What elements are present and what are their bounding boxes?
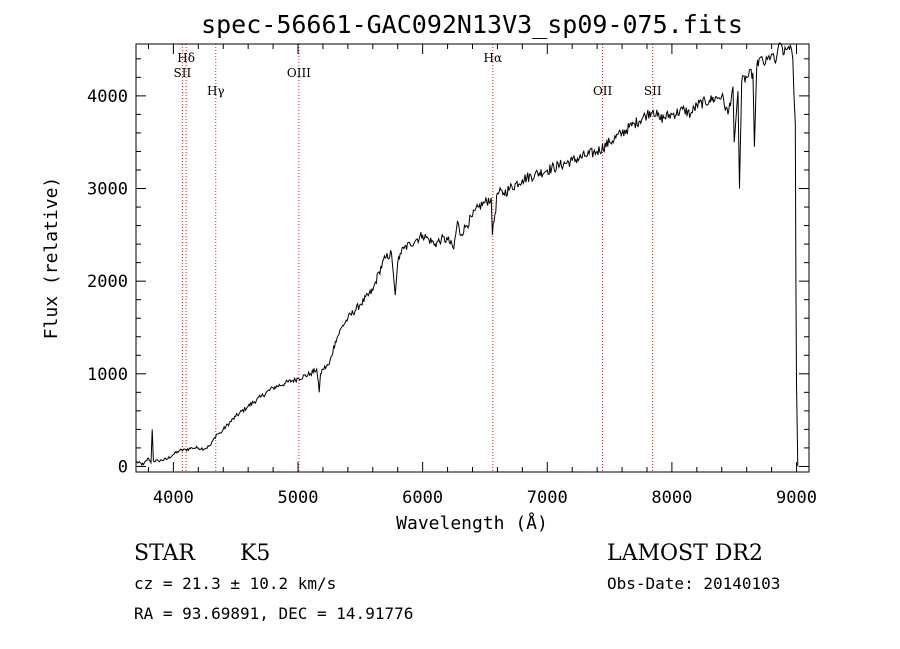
spectrum-line	[135, 42, 799, 467]
plot-frame	[135, 43, 810, 473]
y-axis: 0 1000 2000 3000 4000	[87, 58, 809, 477]
object-class: STAR	[134, 541, 196, 566]
x-axis-label: Wavelength (Å)	[396, 512, 548, 534]
x-tick-label: 9000	[776, 488, 817, 508]
line-marker-label: Hγ	[207, 84, 225, 98]
line-marker-label: Hα	[484, 51, 503, 65]
emission-line-markers	[181, 44, 654, 472]
line-marker-label: Hδ	[177, 51, 195, 65]
y-axis-label: Flux (relative)	[41, 177, 62, 340]
survey-name: LAMOST DR2	[607, 541, 763, 566]
y-tick-label: 4000	[87, 87, 128, 107]
observation-date: Obs-Date: 20140103	[607, 574, 780, 593]
x-tick-label: 8000	[651, 488, 692, 508]
y-tick-label: 2000	[87, 272, 128, 292]
coordinates: RA = 93.69891, DEC = 14.91776	[134, 604, 413, 623]
x-tick-label: 7000	[527, 488, 568, 508]
x-tick-label: 6000	[402, 488, 443, 508]
x-axis: 4000 5000 6000 7000 8000 9000	[147, 44, 817, 508]
line-marker-label: OIII	[287, 66, 311, 80]
y-tick-label: 0	[118, 457, 128, 477]
chart-title: spec-56661-GAC092N13V3_sp09-075.fits	[201, 10, 743, 39]
x-tick-label: 5000	[278, 488, 319, 508]
y-tick-label: 3000	[87, 180, 128, 200]
line-marker-label: SII	[644, 84, 662, 98]
redshift-cz: cz = 21.3 ± 10.2 km/s	[134, 574, 336, 593]
y-tick-label: 1000	[87, 365, 128, 385]
line-marker-label: OII	[593, 84, 613, 98]
x-tick-label: 4000	[153, 488, 194, 508]
line-marker-label: SII	[174, 66, 192, 80]
object-subclass: K5	[240, 541, 270, 566]
